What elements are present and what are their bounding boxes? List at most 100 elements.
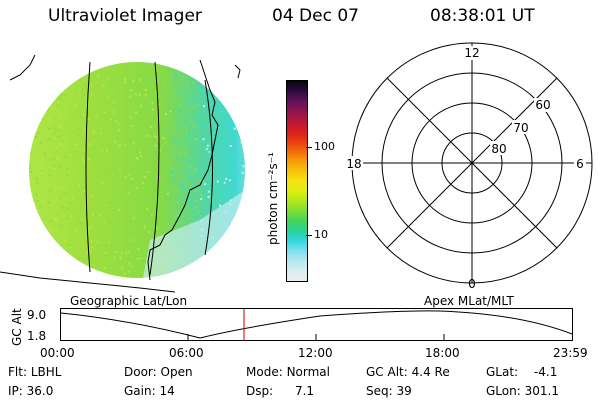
disk-speck <box>240 141 243 144</box>
disk-speck <box>30 198 33 201</box>
disk-speck <box>77 258 80 261</box>
disk-speck <box>207 196 210 198</box>
disk-speck <box>205 103 208 106</box>
disk-speck <box>35 155 38 158</box>
disk-speck <box>100 132 102 135</box>
disk-speck <box>104 252 107 255</box>
disk-speck <box>200 198 203 201</box>
disk-speck <box>51 65 54 68</box>
disk-speck <box>57 132 60 135</box>
disk-speck <box>73 215 76 217</box>
polar-mlat-mlt-plot: 12 18 6 0 60 70 80 <box>345 42 593 290</box>
disk-speck <box>67 62 70 65</box>
disk-speck <box>83 190 86 192</box>
disk-speck <box>46 251 48 254</box>
disk-speck <box>34 241 36 244</box>
colorbar-label-100: 100 <box>314 140 335 153</box>
disk-speck <box>50 220 53 222</box>
disk-speck <box>190 203 193 206</box>
disk-speck <box>238 262 241 265</box>
disk-speck <box>145 194 148 197</box>
disk-speck <box>241 202 244 205</box>
disk-speck <box>163 80 166 83</box>
disk-speck <box>126 145 129 148</box>
disk-speck <box>86 63 89 66</box>
disk-speck <box>235 132 238 135</box>
disk-speck <box>53 167 56 170</box>
disk-speck <box>83 148 86 151</box>
disk-speck <box>166 193 169 195</box>
disk-speck <box>130 157 133 160</box>
disk-speck <box>150 125 153 128</box>
disk-speck <box>171 168 174 171</box>
disk-speck <box>134 122 137 125</box>
disk-speck <box>220 136 223 139</box>
disk-speck <box>101 182 104 185</box>
disk-speck <box>199 167 202 170</box>
disk-speck <box>192 187 195 190</box>
disk-speck <box>50 250 53 253</box>
disk-speck <box>67 77 70 80</box>
disk-speck <box>38 209 41 212</box>
disk-speck <box>34 94 37 97</box>
disk-speck <box>237 234 240 237</box>
disk-speck <box>140 155 143 157</box>
disk-speck <box>154 200 157 203</box>
disk-speck <box>156 136 159 139</box>
disk-speck <box>130 125 133 128</box>
coastline <box>0 54 241 293</box>
disk-speck <box>107 80 110 83</box>
disk-speck <box>55 256 57 259</box>
disk-speck <box>53 132 56 135</box>
disk-speck <box>233 127 236 130</box>
disk-speck <box>193 137 196 140</box>
disk-speck <box>44 109 47 112</box>
disk-speck <box>102 84 105 87</box>
disk-speck <box>114 140 116 143</box>
disk-speck <box>78 125 81 128</box>
disk-speck <box>29 195 32 198</box>
disk-speck <box>202 90 205 93</box>
disk-speck <box>148 193 151 196</box>
disk-speck <box>130 89 133 91</box>
disk-speck <box>60 93 63 96</box>
disk-speck <box>61 101 63 104</box>
disk-speck <box>54 198 57 201</box>
disk-speck <box>154 135 157 138</box>
disk-speck <box>106 268 109 271</box>
disk-speck <box>201 91 204 93</box>
disk-speck <box>114 85 117 88</box>
disk-speck <box>46 76 49 79</box>
disk-speck <box>216 252 219 255</box>
disk-speck <box>59 97 62 100</box>
disk-speck <box>179 110 182 113</box>
disk-speck <box>181 158 184 161</box>
disk-speck <box>55 146 58 149</box>
disk-speck <box>98 214 101 217</box>
disk-speck <box>78 184 80 187</box>
disk-speck <box>54 129 57 132</box>
disk-speck <box>47 74 49 77</box>
disk-speck <box>37 217 40 220</box>
disk-speck <box>242 214 245 217</box>
disk-speck <box>236 157 239 160</box>
disk-speck <box>37 69 40 72</box>
disk-speck <box>196 104 199 107</box>
disk-speck <box>193 107 196 110</box>
disk-speck <box>205 148 208 151</box>
disk-speck <box>188 119 191 122</box>
geographic-image-panel <box>0 54 245 293</box>
disk-speck <box>209 72 212 75</box>
disk-speck <box>136 185 139 188</box>
disk-speck <box>170 171 173 174</box>
disk-speck <box>162 137 165 139</box>
disk-speck <box>244 65 245 68</box>
disk-speck <box>109 172 112 175</box>
disk-speck <box>140 105 143 108</box>
info-flt: Flt: LBHL <box>8 365 62 379</box>
disk-speck <box>146 170 149 173</box>
disk-speck <box>69 202 72 205</box>
disk-speck <box>48 158 51 161</box>
disk-speck <box>93 147 96 150</box>
disk-speck <box>57 125 60 128</box>
